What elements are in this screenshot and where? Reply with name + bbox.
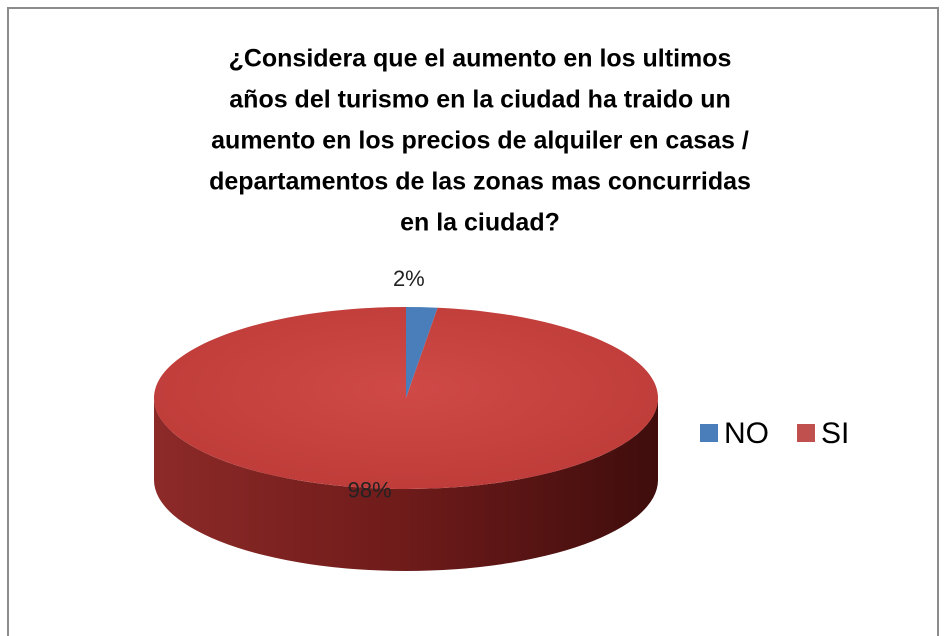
pie-slice — [154, 307, 659, 489]
chart-title-line: departamentos de las zonas mas concurrid… — [209, 168, 751, 196]
legend-swatch — [700, 424, 718, 442]
pie-slice — [406, 307, 438, 398]
chart-title-line: ¿Considera que el aumento en los ultimos — [229, 45, 732, 73]
legend-label: NO — [724, 417, 769, 450]
legend: NO SI — [700, 417, 849, 450]
title: ¿Considera que el aumento en los ultimos… — [209, 45, 751, 237]
data-label: 98% — [348, 478, 392, 503]
pie: 2% 98% — [154, 266, 659, 571]
chart-title-line: en la ciudad? — [400, 209, 560, 237]
legend-label: SI — [821, 417, 849, 450]
pie-side — [154, 398, 658, 571]
chart-title-line: años del turismo en la ciudad ha traido … — [229, 86, 730, 114]
chart-title-line: aumento en los precios de alquiler en ca… — [211, 127, 749, 155]
data-label: 2% — [393, 266, 425, 291]
legend-swatch — [797, 424, 815, 442]
